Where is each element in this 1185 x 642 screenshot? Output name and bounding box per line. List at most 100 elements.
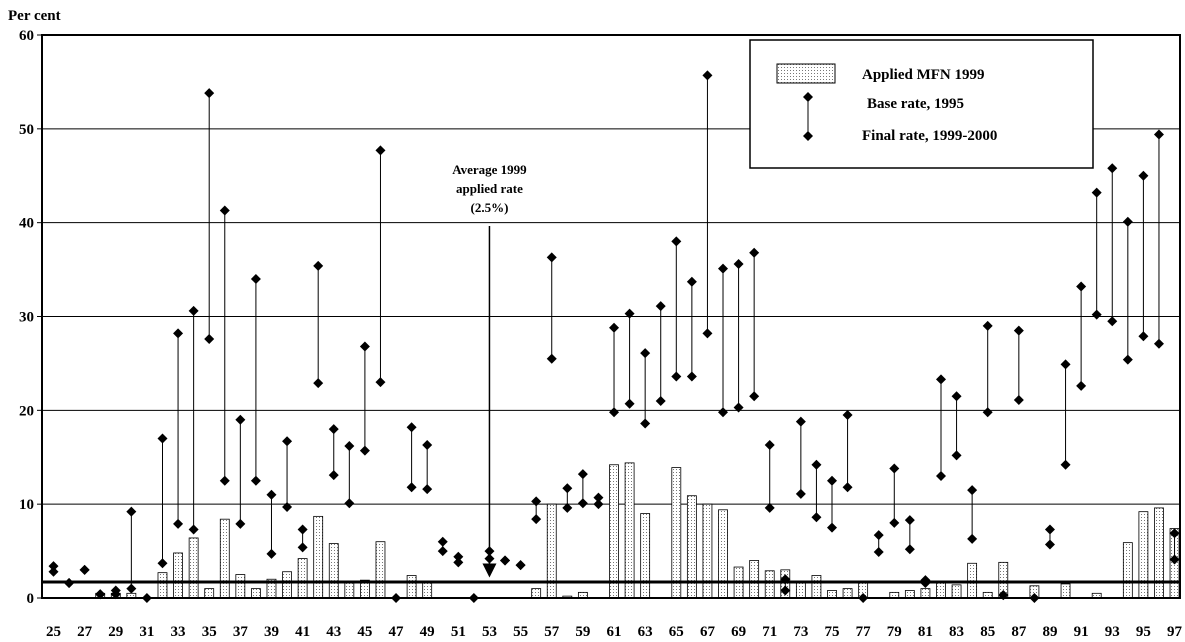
bar-chapter-44	[344, 582, 355, 599]
y-tick-label-50: 50	[19, 122, 34, 138]
bar-chapter-95	[1138, 511, 1149, 599]
base-marker-chapter-65	[671, 236, 682, 247]
final-marker-chapter-45	[359, 445, 370, 456]
base-marker-chapter-30	[126, 506, 137, 517]
base-marker-chapter-38	[250, 273, 261, 284]
base-marker-chapter-92	[1091, 187, 1102, 198]
bar-chapter-82	[936, 580, 946, 599]
x-tick-label-83: 83	[949, 624, 964, 640]
bar-chapter-43	[328, 543, 339, 599]
base-marker-chapter-75	[827, 475, 837, 486]
final-marker-chapter-30	[126, 583, 137, 594]
annotation-arrow-head	[482, 563, 497, 578]
final-marker-chapter-49	[422, 484, 433, 495]
final-marker-chapter-41	[297, 542, 308, 553]
bar-chapter-42	[313, 515, 324, 599]
legend-marker-base	[803, 92, 813, 102]
base-marker-chapter-32	[157, 433, 168, 444]
bar-chapter-80	[904, 590, 915, 599]
x-tick-label-41: 41	[295, 624, 310, 640]
final-marker-chapter-38	[250, 475, 261, 486]
x-tick-label-37: 37	[233, 624, 249, 640]
base-marker-chapter-33	[173, 328, 184, 339]
base-marker-chapter-61	[609, 322, 620, 333]
base-marker-chapter-59	[577, 469, 588, 480]
base-marker-chapter-42	[313, 260, 324, 271]
bar-chapter-62	[624, 462, 635, 599]
x-tick-label-89: 89	[1042, 624, 1057, 640]
x-tick-label-79: 79	[887, 624, 902, 640]
base-marker-chapter-58	[562, 483, 573, 494]
base-marker-chapter-70	[749, 247, 760, 258]
x-tick-label-71: 71	[762, 624, 777, 640]
base-marker-chapter-67	[702, 70, 713, 81]
bar-chapter-71	[764, 570, 775, 599]
bar-chapter-63	[640, 513, 651, 599]
x-tick-label-77: 77	[856, 624, 872, 640]
base-marker-chapter-85	[982, 320, 993, 331]
base-marker-chapter-43	[328, 424, 339, 435]
legend-box	[749, 39, 1094, 169]
legend: Applied MFN 1999 Base rate, 1995 Final r…	[749, 39, 1094, 169]
final-marker-chapter-87	[1013, 395, 1024, 406]
plot-frame	[41, 34, 1181, 599]
final-marker-chapter-72	[780, 585, 791, 596]
x-tick-label-49: 49	[420, 624, 435, 640]
x-tick-label-31: 31	[139, 624, 154, 640]
y-tick-label-10: 10	[19, 497, 34, 513]
x-tick-label-45: 45	[357, 624, 372, 640]
base-marker-chapter-34	[188, 305, 199, 316]
base-marker-chapter-41	[297, 524, 308, 535]
final-marker-chapter-44	[344, 498, 355, 509]
base-marker-chapter-82	[935, 374, 946, 385]
final-marker-chapter-29	[110, 589, 121, 600]
x-tick-label-55: 55	[513, 624, 528, 640]
x-tick-label-33: 33	[171, 624, 186, 640]
x-tick-label-69: 69	[731, 624, 746, 640]
final-marker-chapter-25	[48, 566, 59, 577]
final-marker-chapter-85	[982, 407, 993, 418]
bar-chapter-33	[173, 552, 183, 599]
y-tick-label-60: 60	[19, 28, 34, 44]
bar-chapter-61	[609, 464, 619, 599]
x-tick-label-65: 65	[669, 624, 684, 640]
x-tick-label-67: 67	[700, 624, 716, 640]
annotation-line-3: (2.5%)	[470, 200, 508, 215]
base-marker-chapter-40	[282, 436, 293, 447]
y-tick-label-20: 20	[19, 403, 34, 419]
base-marker-chapter-57	[546, 252, 557, 263]
x-tick-label-73: 73	[793, 624, 808, 640]
bar-chapter-56	[531, 588, 542, 599]
final-marker-chapter-69	[733, 402, 744, 413]
final-marker-chapter-97	[1169, 554, 1180, 565]
base-marker-chapter-94	[1122, 216, 1133, 227]
final-marker-chapter-95	[1138, 331, 1149, 342]
base-marker-chapter-74	[811, 459, 822, 470]
bar-chapter-68	[718, 509, 728, 599]
final-marker-chapter-65	[671, 371, 682, 382]
bar-chapter-46	[375, 541, 386, 599]
final-marker-chapter-70	[749, 391, 760, 402]
base-marker-chapter-80	[904, 515, 915, 526]
base-marker-chapter-48	[406, 422, 417, 433]
base-marker-chapter-93	[1107, 163, 1118, 174]
final-marker-chapter-55	[515, 560, 526, 571]
final-marker-chapter-57	[546, 353, 557, 364]
base-marker-chapter-89	[1044, 524, 1055, 535]
legend-label-final: Final rate, 1999-2000	[862, 128, 997, 144]
final-marker-chapter-83	[951, 450, 962, 461]
final-marker-chapter-54	[500, 555, 511, 566]
y-axis-label: Per cent	[8, 8, 61, 24]
bar-chapter-35	[204, 588, 215, 599]
final-marker-chapter-90	[1060, 459, 1071, 470]
bar-chapter-70	[749, 560, 760, 599]
base-marker-chapter-96	[1153, 129, 1164, 140]
final-marker-chapter-32	[157, 558, 168, 569]
x-tick-label-29: 29	[108, 624, 123, 640]
legend-label-base: Base rate, 1995	[867, 96, 964, 112]
x-tick-label-59: 59	[575, 624, 590, 640]
final-marker-chapter-33	[173, 518, 184, 529]
x-tick-label-95: 95	[1136, 624, 1151, 640]
final-marker-chapter-78	[873, 547, 884, 558]
bar-chapter-83	[951, 584, 962, 599]
